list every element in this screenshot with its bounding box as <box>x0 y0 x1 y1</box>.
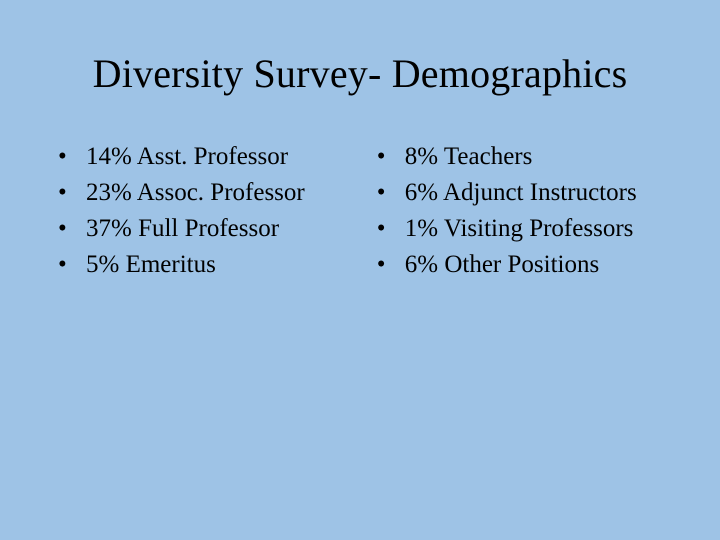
list-item-text: 5% Emeritus <box>86 247 216 283</box>
right-list: • 8% Teachers • 6% Adjunct Instructors •… <box>377 139 680 283</box>
bullet-icon: • <box>58 175 86 211</box>
bullet-icon: • <box>377 139 405 175</box>
list-item: • 14% Asst. Professor <box>58 139 369 175</box>
list-item-text: 14% Asst. Professor <box>86 139 288 175</box>
left-column: • 14% Asst. Professor • 23% Assoc. Profe… <box>40 139 369 283</box>
content-columns: • 14% Asst. Professor • 23% Assoc. Profe… <box>40 139 680 283</box>
list-item-text: 37% Full Professor <box>86 211 279 247</box>
list-item: • 37% Full Professor <box>58 211 369 247</box>
list-item-text: 23% Assoc. Professor <box>86 175 305 211</box>
list-item-text: 6% Other Positions <box>405 247 599 283</box>
bullet-icon: • <box>58 211 86 247</box>
list-item: • 23% Assoc. Professor <box>58 175 369 211</box>
slide-title: Diversity Survey- Demographics <box>40 50 680 97</box>
list-item: • 6% Other Positions <box>377 247 680 283</box>
list-item: • 1% Visiting Professors <box>377 211 680 247</box>
bullet-icon: • <box>58 139 86 175</box>
list-item-text: 6% Adjunct Instructors <box>405 175 637 211</box>
list-item: • 5% Emeritus <box>58 247 369 283</box>
slide: Diversity Survey- Demographics • 14% Ass… <box>0 0 720 540</box>
left-list: • 14% Asst. Professor • 23% Assoc. Profe… <box>58 139 369 283</box>
bullet-icon: • <box>377 247 405 283</box>
right-column: • 8% Teachers • 6% Adjunct Instructors •… <box>369 139 680 283</box>
bullet-icon: • <box>377 175 405 211</box>
list-item-text: 8% Teachers <box>405 139 533 175</box>
list-item: • 8% Teachers <box>377 139 680 175</box>
bullet-icon: • <box>377 211 405 247</box>
list-item: • 6% Adjunct Instructors <box>377 175 680 211</box>
bullet-icon: • <box>58 247 86 283</box>
list-item-text: 1% Visiting Professors <box>405 211 634 247</box>
